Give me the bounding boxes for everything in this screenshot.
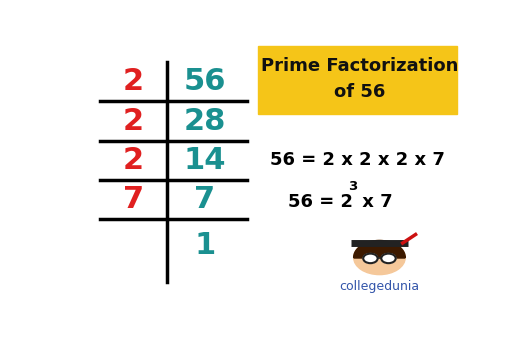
Text: 2: 2: [123, 67, 144, 96]
Text: 14: 14: [184, 146, 226, 175]
Text: 2: 2: [123, 106, 144, 135]
Circle shape: [381, 254, 396, 263]
Text: 56 = 2 x 2 x 2 x 7: 56 = 2 x 2 x 2 x 7: [270, 151, 445, 169]
Text: 56: 56: [184, 67, 226, 96]
FancyBboxPatch shape: [259, 46, 457, 115]
Polygon shape: [354, 240, 406, 257]
Wedge shape: [359, 257, 400, 272]
Circle shape: [354, 240, 406, 275]
Text: 7: 7: [194, 185, 216, 214]
Circle shape: [363, 254, 378, 263]
Text: collegedunia: collegedunia: [339, 280, 419, 293]
Text: Prime Factorization
of 56: Prime Factorization of 56: [261, 57, 458, 101]
Text: 3: 3: [348, 180, 357, 193]
Text: 7: 7: [123, 185, 144, 214]
Text: x 7: x 7: [356, 193, 392, 211]
Text: 56 = 2: 56 = 2: [288, 193, 353, 211]
Text: 1: 1: [194, 231, 216, 260]
Text: 28: 28: [184, 106, 226, 135]
Text: 2: 2: [123, 146, 144, 175]
